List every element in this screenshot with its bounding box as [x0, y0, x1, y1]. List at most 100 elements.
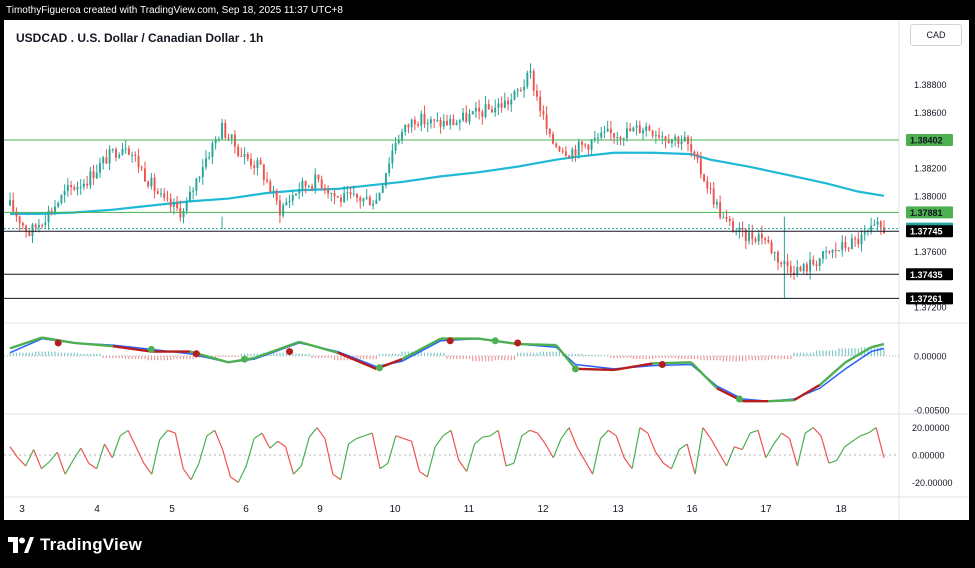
momentum-segment — [537, 432, 546, 445]
momentum-segment — [489, 429, 499, 437]
candle-body — [153, 177, 156, 192]
candle-body — [275, 190, 278, 201]
macd-signal-segment — [298, 340, 339, 354]
candle-body — [487, 104, 490, 110]
momentum-segment — [80, 447, 90, 464]
candle-body — [156, 191, 159, 194]
candle-body — [619, 137, 622, 140]
momentum-segment — [25, 449, 35, 467]
candle-body — [825, 251, 828, 253]
momentum-segment — [222, 449, 232, 478]
candle-body — [63, 190, 66, 195]
momentum-segment — [852, 435, 861, 442]
candle-body — [484, 104, 487, 117]
momentum-segment — [497, 430, 507, 467]
candle-body — [757, 233, 760, 242]
grid — [4, 20, 969, 520]
momentum-tick-label: -20.00000 — [912, 478, 953, 488]
momentum-segment — [694, 427, 704, 475]
candle-body — [314, 174, 317, 189]
candle-body — [323, 187, 326, 190]
candle-body — [47, 210, 50, 223]
candle-body — [693, 151, 696, 154]
chart-title: USDCAD . U.S. Dollar / Canadian Dollar .… — [16, 31, 263, 45]
x-tick-label: 3 — [19, 504, 25, 515]
momentum-segment — [552, 438, 562, 458]
momentum-segment — [592, 438, 602, 475]
momentum-segment — [741, 432, 751, 450]
currency-button[interactable]: CAD — [910, 24, 962, 46]
momentum-segment — [600, 429, 609, 439]
macd-cross-marker — [446, 337, 454, 345]
momentum-segment — [749, 429, 759, 434]
candle-body — [31, 224, 34, 237]
candle-body — [214, 139, 217, 144]
candle-body — [436, 119, 439, 121]
momentum-segment — [474, 436, 483, 445]
candle-body — [452, 119, 455, 126]
candle-body — [60, 194, 63, 203]
x-tick-label: 12 — [537, 504, 549, 515]
momentum-segment — [860, 432, 869, 437]
momentum-segment — [410, 441, 421, 472]
candle-body — [246, 153, 249, 159]
candle-body — [320, 179, 323, 188]
candle-body — [166, 197, 169, 199]
candle-body — [25, 225, 28, 232]
candle-body — [111, 149, 114, 151]
candle-body — [105, 157, 108, 164]
price-level-label: 1.37261 — [910, 294, 943, 304]
candle-body — [471, 111, 474, 115]
candle-body — [397, 140, 400, 143]
candle-body — [738, 227, 741, 232]
momentum-segment — [324, 438, 334, 475]
candle-body — [564, 151, 567, 156]
candle-body — [654, 135, 657, 137]
candle-body — [317, 174, 320, 180]
candle-body — [465, 112, 468, 122]
candle-body — [288, 200, 291, 203]
momentum-segment — [718, 451, 728, 467]
candle-body — [468, 114, 471, 122]
candle-body — [532, 71, 535, 91]
chart-canvas[interactable]: 1.384021.378811.377641.377451.374351.372… — [4, 20, 969, 520]
candle-body — [426, 123, 429, 125]
momentum-segment — [773, 432, 783, 445]
candle-body — [760, 233, 763, 239]
moving-average-line — [10, 151, 885, 215]
candle-body — [195, 178, 198, 191]
candle-body — [182, 211, 185, 218]
candle-body — [311, 186, 314, 189]
candle-body — [282, 205, 285, 216]
candle-body — [670, 139, 673, 144]
momentum-segment — [33, 449, 43, 469]
x-tick-label: 10 — [389, 504, 401, 515]
candle-body — [295, 193, 297, 196]
macd-tick-label: -0.00500 — [914, 405, 950, 415]
candle-body — [883, 227, 885, 234]
candle-body — [73, 187, 76, 190]
candle-body — [719, 202, 722, 218]
candle-body — [674, 136, 677, 140]
candle-body — [690, 143, 693, 152]
momentum-segment — [828, 459, 837, 464]
macd-cross-marker — [658, 361, 666, 369]
candle-body — [571, 149, 574, 159]
candle-body — [780, 262, 783, 264]
macd-signal-segment — [793, 383, 821, 402]
candle-body — [609, 128, 612, 134]
macd-signal-segment — [253, 340, 300, 360]
momentum-segment — [387, 435, 397, 464]
candle-body — [590, 140, 593, 150]
candle-body — [442, 120, 445, 127]
candle-body — [198, 177, 201, 179]
momentum-segment — [788, 438, 798, 467]
candle-body — [54, 206, 56, 212]
candle-body — [86, 183, 89, 186]
momentum-segment — [781, 432, 790, 440]
momentum-segment — [521, 429, 531, 437]
candle-body — [648, 126, 651, 131]
candle-body — [407, 124, 410, 128]
candle-body — [513, 91, 516, 100]
macd-signal-segment — [575, 367, 615, 372]
